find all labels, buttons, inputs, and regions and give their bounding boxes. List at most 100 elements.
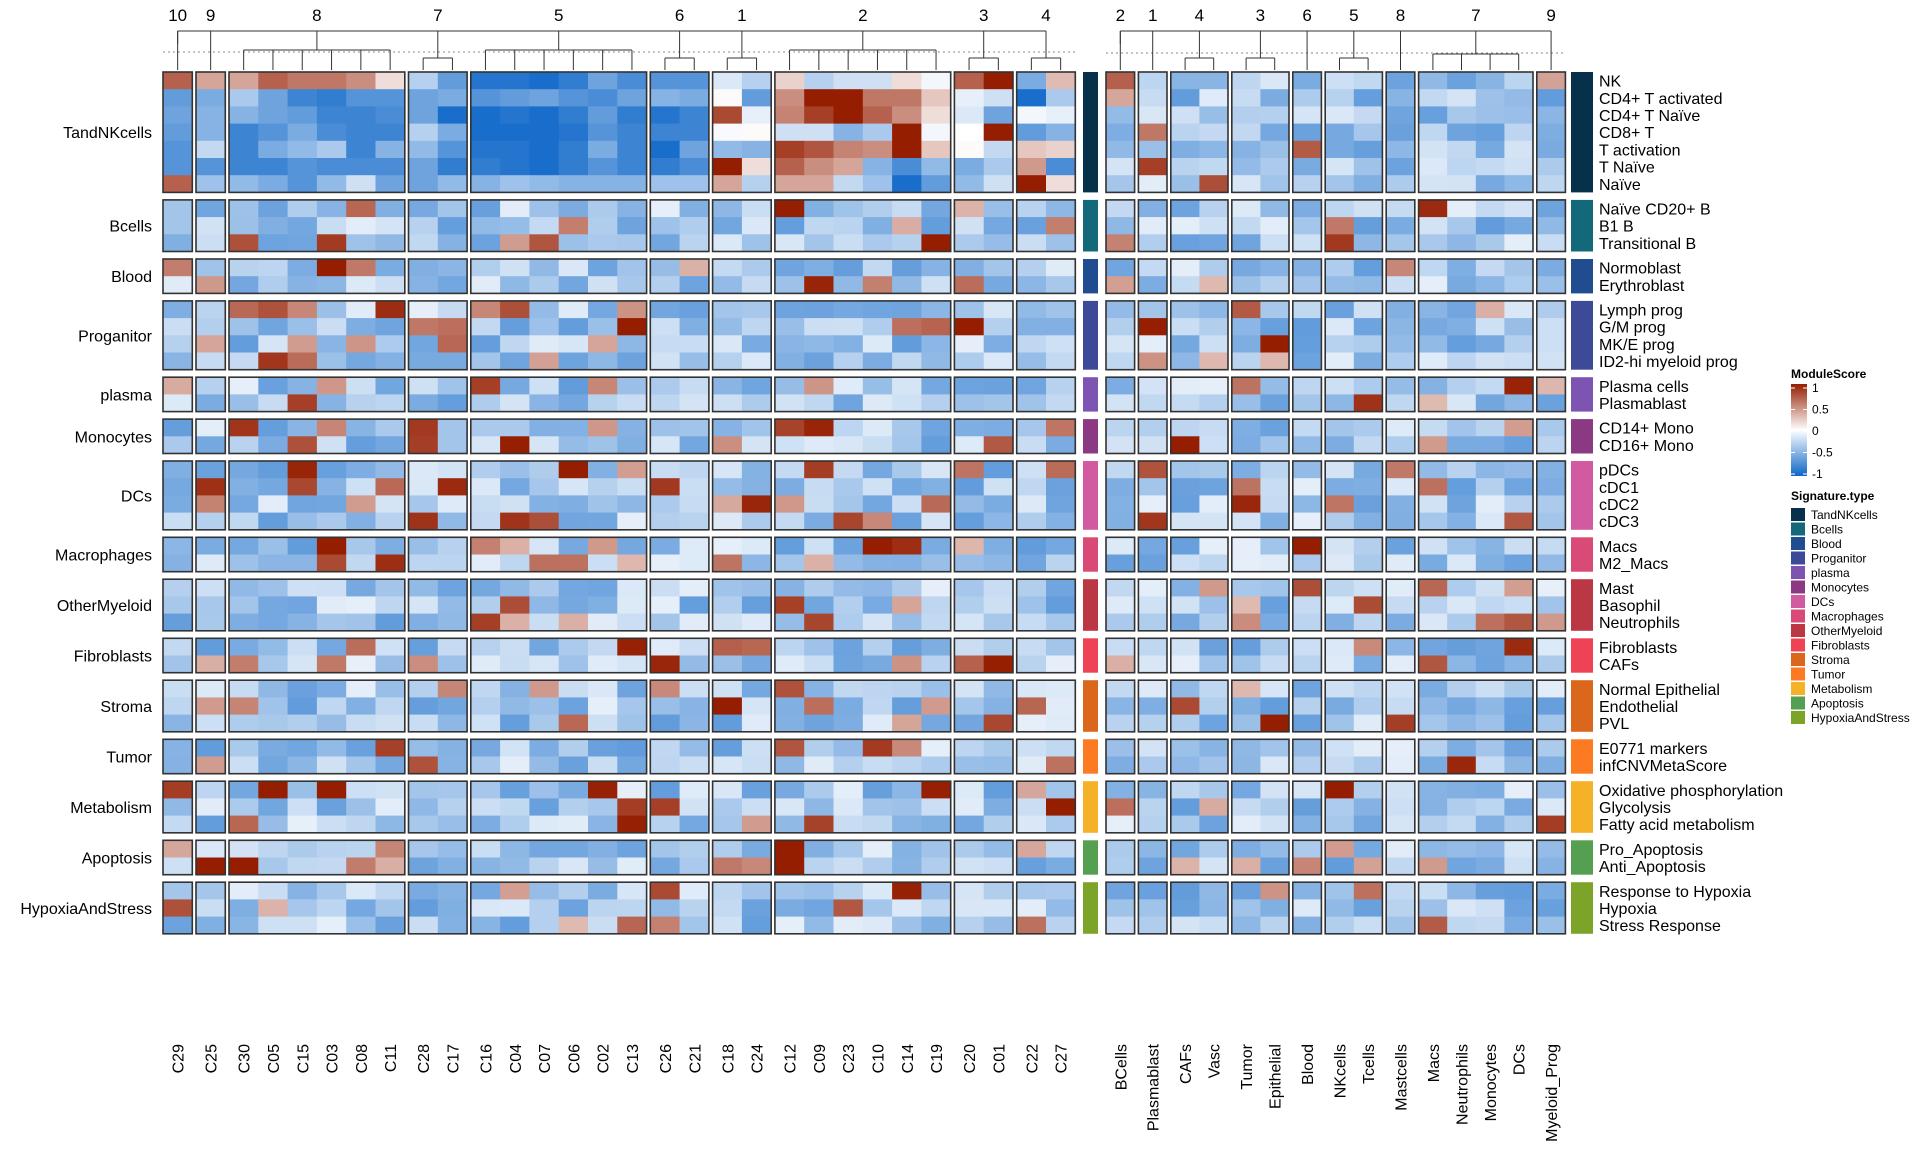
heatmap-cell [1016,596,1047,614]
heatmap-cell [712,815,743,834]
heatmap-cell [1260,461,1290,479]
heatmap-cell [1536,537,1566,555]
heatmap-cell [774,259,805,277]
heatmap-cell [921,259,952,277]
heatmap-cell [529,739,560,757]
heatmap-cell [1386,436,1416,454]
heatmap-cell [1325,89,1355,107]
column-label: Tumor [1239,1043,1256,1089]
heatmap-cell [921,714,952,733]
heatmap-cell [954,739,985,757]
heatmap-cell [862,377,893,395]
heatmap-cell [921,72,952,90]
heatmap-cell [346,537,376,555]
heatmap-cell [163,613,193,632]
heatmap-cell [529,217,560,235]
heatmap-cell [1231,798,1261,816]
heatmap-cell [650,352,680,371]
heatmap-cell [1016,234,1047,252]
heatmap-cell [774,739,805,757]
heatmap-cell [316,318,347,336]
heatmap-cell [741,436,772,454]
legend-entry-label: TandNKcells [1811,508,1878,522]
heatmap-cell [892,714,922,733]
slice-border [1385,839,1416,876]
heatmap-cell [712,495,743,513]
heatmap-cell [1386,579,1416,597]
heatmap-cell [1016,175,1047,193]
heatmap-cell [287,158,318,176]
slice-border [1231,418,1290,455]
slice-border [1385,679,1416,733]
heatmap-cell [1386,72,1416,90]
heatmap-cell [1504,140,1534,159]
row-label: Mast [1599,581,1634,598]
heatmap-cell [712,394,743,412]
heatmap-cell [470,89,501,107]
heatmap-cell [1138,739,1168,757]
heatmap-cell [1016,857,1047,876]
heatmap-cell [804,697,834,715]
heatmap-cell [470,579,501,597]
legend-swatch [1791,711,1805,724]
heatmap-cell [1353,916,1383,935]
heatmap-cell [1536,638,1566,656]
heatmap-cell [346,899,376,917]
heatmap-cell [316,106,347,124]
heatmap-cell [1138,495,1168,513]
slice-border [649,418,710,455]
row-group-label: DCs [121,488,152,505]
heatmap-cell [679,419,710,437]
heatmap-cell [1170,106,1200,124]
heatmap-cell [921,140,952,159]
heatmap-cell [983,175,1014,193]
heatmap-cell [650,815,680,834]
heatmap-cell [470,419,501,437]
column-label: C22 [1024,1044,1041,1073]
heatmap-cell [163,140,193,159]
heatmap-cell [741,89,772,107]
heatmap-cell [1138,419,1168,437]
heatmap-cell [470,106,501,124]
heatmap-cell [500,461,530,479]
heatmap-cell [1353,840,1383,858]
heatmap-cell [617,300,647,319]
heatmap-cell [1138,537,1168,555]
heatmap-cell [954,495,985,513]
heatmap-cell [408,495,439,513]
heatmap-cell [163,781,193,799]
heatmap-cell [1504,840,1534,858]
heatmap-cell [1292,419,1322,437]
heatmap-cell [833,335,864,353]
heatmap-cell [617,916,647,935]
heatmap-cell [346,461,376,479]
heatmap-cell [1353,234,1383,252]
heatmap-cell [1418,840,1448,858]
heatmap-cell [375,756,406,775]
heatmap-cell [437,175,468,193]
heatmap-cell [163,655,193,674]
heatmap-cell [558,739,589,757]
heatmap-cell [774,857,805,876]
heatmap-cell [1292,781,1322,799]
heatmap-cell [1418,352,1448,371]
heatmap-cell [617,394,647,412]
heatmap-cell [1536,781,1566,799]
heatmap-cell [558,352,589,371]
heatmap-cell [316,916,347,935]
heatmap-cell [1260,377,1290,395]
slice-border [1417,738,1534,775]
heatmap-cell [1260,106,1290,124]
slice-border [1231,258,1290,295]
heatmap-cell [1504,613,1534,632]
heatmap-cell [712,882,743,900]
slice-border [953,738,1014,775]
heatmap-cell [500,537,530,555]
heatmap-cell [316,140,347,159]
heatmap-cell [1138,512,1168,531]
heatmap-cell [588,537,618,555]
heatmap-cell [346,175,376,193]
heatmap-cell [470,815,501,834]
heatmap-cell [375,436,406,454]
heatmap-cell [1418,123,1448,142]
